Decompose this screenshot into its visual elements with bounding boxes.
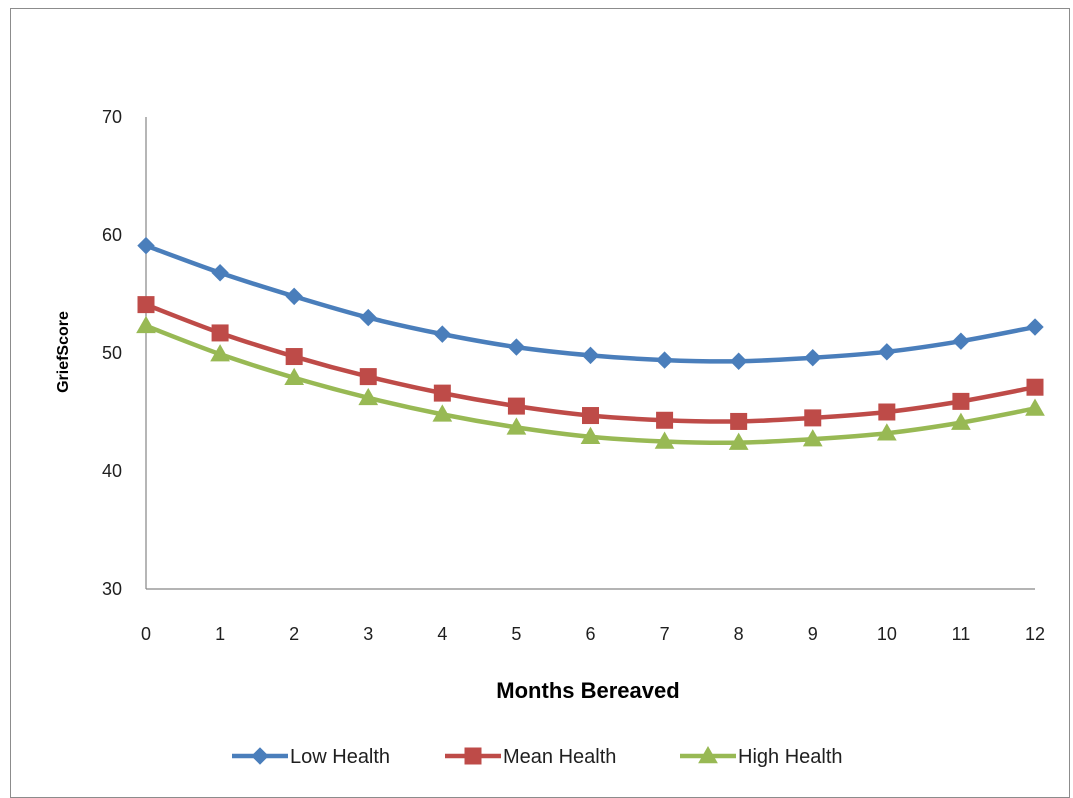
data-point <box>804 409 822 427</box>
data-point <box>285 287 303 306</box>
series-high-health <box>136 315 1045 450</box>
data-point <box>952 332 970 350</box>
data-point <box>730 412 748 430</box>
data-point <box>210 344 230 362</box>
legend: Low Health Mean Health High Health <box>232 745 843 768</box>
data-point <box>878 343 896 361</box>
y-tick-label: 70 <box>102 107 122 127</box>
x-tick-label: 10 <box>877 624 897 644</box>
x-tick-label: 5 <box>511 624 521 644</box>
legend-item-mean-health: Mean Health <box>445 746 616 768</box>
data-point <box>802 429 823 447</box>
x-tick-label: 4 <box>437 624 447 644</box>
data-point <box>878 403 896 421</box>
x-axis-title: Months Bereaved <box>496 678 679 703</box>
legend-marker <box>251 747 269 765</box>
data-point <box>285 348 303 366</box>
data-point <box>211 264 229 282</box>
data-point <box>582 407 599 425</box>
data-point <box>952 392 970 410</box>
legend-label: High Health <box>738 746 843 768</box>
data-point <box>580 426 601 445</box>
legend-item-low-health: Low Health <box>232 746 390 768</box>
x-tick-label: 11 <box>952 624 971 644</box>
legend-label: Low Health <box>290 746 390 768</box>
legend-marker <box>464 747 482 765</box>
series-low-health <box>137 236 1044 370</box>
x-tick-label: 1 <box>215 624 225 644</box>
data-point <box>656 411 674 429</box>
data-point <box>1026 318 1044 336</box>
y-tick-label: 60 <box>102 225 122 245</box>
data-point <box>507 397 525 415</box>
data-point <box>951 412 971 430</box>
x-tick-label: 0 <box>141 624 151 644</box>
data-point <box>211 324 229 342</box>
x-tick-label: 7 <box>660 624 670 644</box>
data-point <box>358 387 379 406</box>
x-tick-label: 12 <box>1025 624 1045 644</box>
data-point <box>728 432 749 450</box>
legend-marker <box>698 745 718 764</box>
data-point <box>137 296 155 314</box>
data-point <box>654 431 675 449</box>
x-tick-label: 3 <box>363 624 373 644</box>
y-axis-title: GriefScore <box>55 311 72 393</box>
series-layer <box>136 236 1045 450</box>
data-point <box>804 349 822 367</box>
data-point <box>432 404 453 422</box>
y-tick-label: 40 <box>102 461 122 481</box>
x-tick-label: 6 <box>585 624 595 644</box>
y-tick-label: 30 <box>102 579 122 599</box>
data-point <box>137 236 155 255</box>
data-point <box>1026 378 1044 396</box>
data-point <box>581 346 600 365</box>
x-tick-label: 8 <box>734 624 744 644</box>
data-point <box>506 417 527 435</box>
data-point <box>136 315 156 334</box>
series-line <box>145 243 1036 364</box>
series-mean-health <box>137 296 1044 430</box>
legend-label: Mean Health <box>503 746 616 768</box>
data-point <box>655 351 674 369</box>
x-tick-label: 9 <box>808 624 818 644</box>
data-point <box>284 367 305 386</box>
chart-frame <box>10 8 1070 798</box>
data-point <box>433 384 451 402</box>
data-point <box>359 308 377 327</box>
data-point <box>433 325 452 343</box>
data-point <box>1025 398 1045 416</box>
data-point <box>507 338 526 356</box>
legend-item-high-health: High Health <box>680 745 843 768</box>
series-line <box>145 323 1036 446</box>
y-tick-label: 50 <box>102 343 122 363</box>
data-point <box>876 423 897 441</box>
x-tick-label: 2 <box>289 624 299 644</box>
data-point <box>359 368 377 386</box>
data-point <box>729 352 748 370</box>
